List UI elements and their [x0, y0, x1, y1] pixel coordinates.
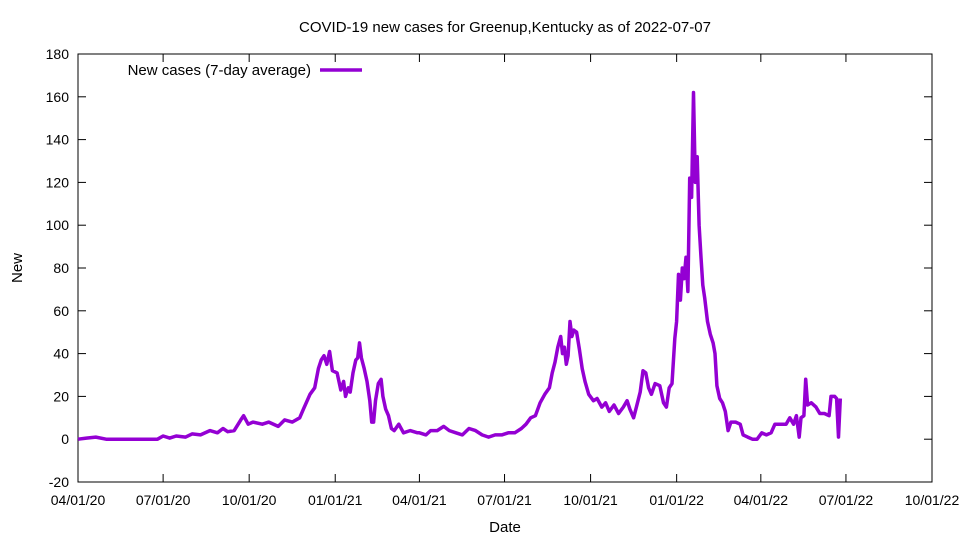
- series-line: [77, 90, 843, 441]
- y-tick-label: 20: [53, 388, 69, 404]
- x-axis-label: Date: [489, 519, 521, 536]
- y-tick-label: 0: [61, 431, 69, 447]
- y-tick-label: 160: [46, 89, 70, 105]
- y-tick-labels: -20 0 20 40 60 80 100 120 140 160 180: [46, 46, 70, 490]
- y-tick-label: 80: [53, 260, 69, 276]
- x-tick-label: 07/01/21: [477, 492, 532, 508]
- x-tick-label: 01/01/22: [649, 492, 704, 508]
- y-tick-label: -20: [49, 474, 69, 490]
- y-tick-label: 120: [46, 174, 70, 190]
- y-tick-label: 60: [53, 303, 69, 319]
- legend: New cases (7-day average): [128, 62, 362, 79]
- x-tick-label: 07/01/20: [136, 492, 191, 508]
- x-tick-label: 10/01/21: [563, 492, 618, 508]
- y-tick-label: 140: [46, 132, 70, 148]
- x-tick-label: 10/01/22: [905, 492, 960, 508]
- plot-frame: [77, 53, 933, 483]
- x-tick-label: 04/01/21: [392, 492, 447, 508]
- y-axis-label: New: [9, 253, 26, 283]
- x-tick-label: 07/01/22: [819, 492, 874, 508]
- legend-label: New cases (7-day average): [128, 62, 311, 79]
- chart-title: COVID-19 new cases for Greenup,Kentucky …: [299, 19, 711, 36]
- x-tick-label: 04/01/20: [51, 492, 106, 508]
- series-layer: [77, 90, 843, 441]
- x-tick-labels: 04/01/20 07/01/20 10/01/20 01/01/21 04/01/21…: [51, 492, 960, 508]
- y-tick-label: 180: [46, 46, 70, 62]
- x-tick-label: 01/01/21: [308, 492, 363, 508]
- x-tick-label: 10/01/20: [222, 492, 277, 508]
- x-tick-label: 04/01/22: [734, 492, 789, 508]
- y-tick-label: 100: [46, 217, 70, 233]
- y-tick-label: 40: [53, 346, 69, 362]
